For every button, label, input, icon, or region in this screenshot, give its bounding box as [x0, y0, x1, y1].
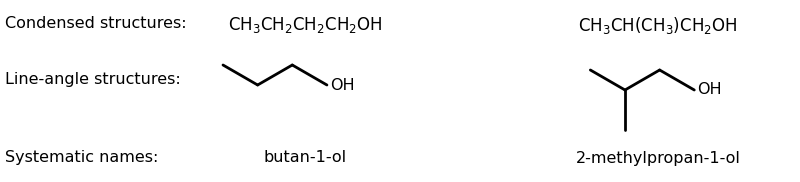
Text: OH: OH: [698, 82, 722, 98]
Text: Systematic names:: Systematic names:: [5, 150, 158, 165]
Text: OH: OH: [330, 78, 354, 92]
Text: $\mathregular{CH_3CH_2CH_2CH_2OH}$: $\mathregular{CH_3CH_2CH_2CH_2OH}$: [228, 15, 382, 35]
Text: Line-angle structures:: Line-angle structures:: [5, 72, 181, 87]
Text: $\mathregular{CH_3CH(CH_3)CH_2OH}$: $\mathregular{CH_3CH(CH_3)CH_2OH}$: [578, 15, 738, 35]
Text: 2-methylpropan-1-ol: 2-methylpropan-1-ol: [575, 151, 741, 165]
Text: butan-1-ol: butan-1-ol: [263, 151, 346, 165]
Text: Condensed structures:: Condensed structures:: [5, 16, 186, 31]
